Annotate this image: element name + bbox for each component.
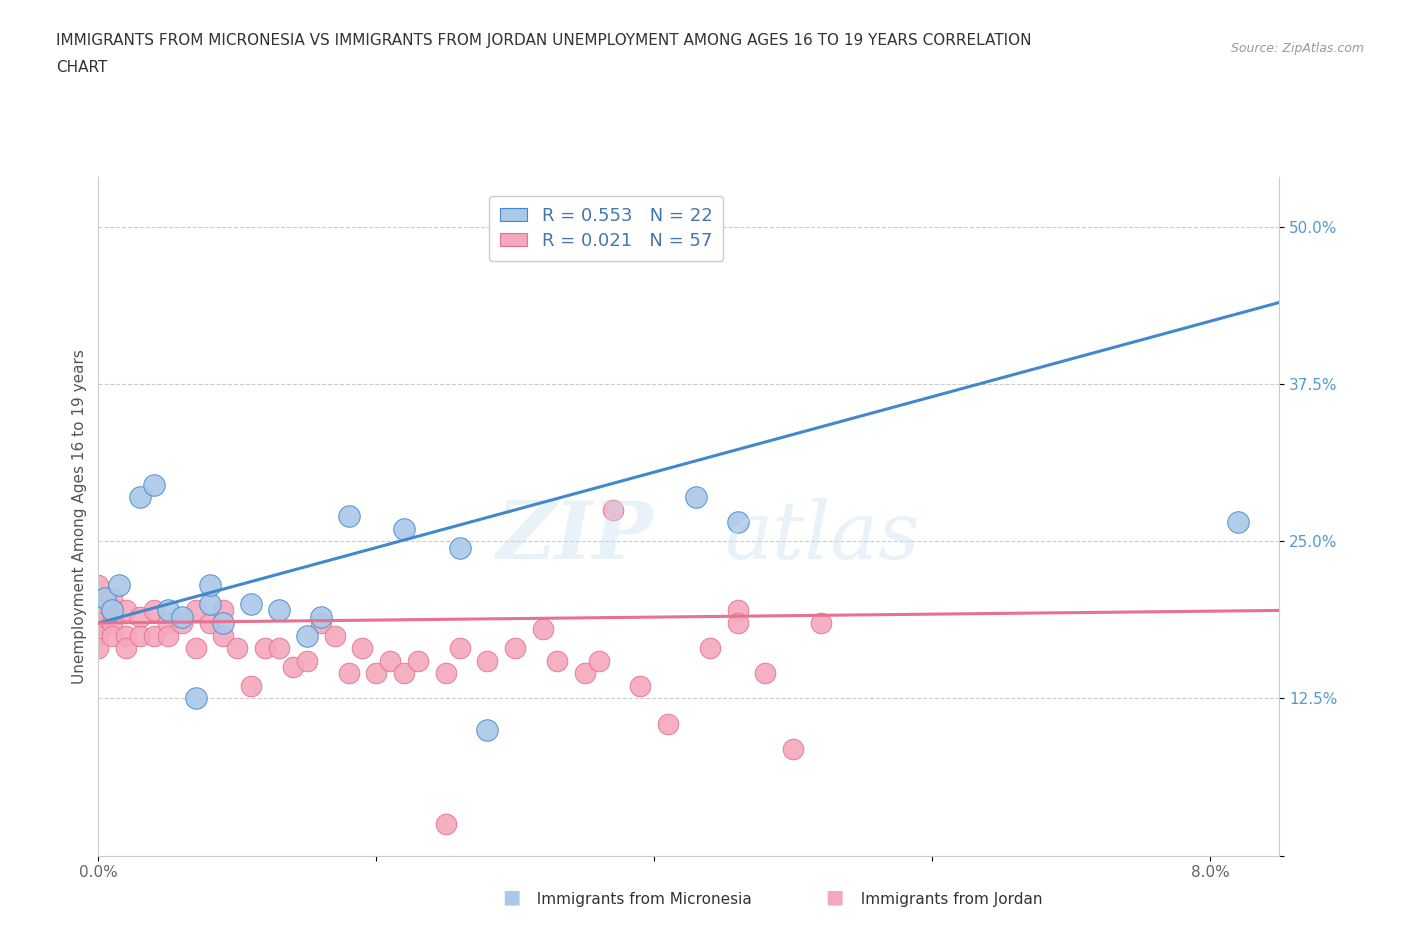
Point [212, 603, 235, 618]
Point [198, 578, 221, 592]
Point [143, 603, 166, 618]
Point [434, 817, 457, 831]
Point [366, 666, 388, 681]
Point [685, 490, 707, 505]
Point [380, 653, 402, 668]
Text: ■: ■ [825, 888, 844, 907]
Point [810, 616, 832, 631]
Point [754, 666, 776, 681]
Point [87, 578, 110, 592]
Point [101, 603, 124, 618]
Point [143, 477, 166, 492]
Point [184, 691, 207, 706]
Point [129, 609, 152, 624]
Point [1226, 515, 1249, 530]
Point [782, 741, 804, 756]
Text: atlas: atlas [724, 498, 920, 576]
Point [115, 628, 138, 643]
Point [184, 603, 207, 618]
Point [477, 723, 499, 737]
Point [434, 666, 457, 681]
Point [240, 597, 263, 612]
Point [309, 616, 332, 631]
Point [94, 591, 117, 605]
Point [449, 641, 471, 656]
Point [87, 616, 110, 631]
Point [156, 616, 179, 631]
Point [699, 641, 721, 656]
Point [212, 616, 235, 631]
Point [602, 502, 624, 517]
Point [226, 641, 249, 656]
Point [87, 641, 110, 656]
Point [295, 628, 318, 643]
Point [143, 628, 166, 643]
Text: ZIP: ZIP [496, 498, 654, 576]
Point [240, 679, 263, 694]
Point [449, 540, 471, 555]
Point [115, 641, 138, 656]
Point [295, 653, 318, 668]
Point [727, 515, 749, 530]
Y-axis label: Unemployment Among Ages 16 to 19 years: Unemployment Among Ages 16 to 19 years [72, 349, 87, 684]
Point [198, 616, 221, 631]
Point [184, 641, 207, 656]
Point [727, 616, 749, 631]
Text: IMMIGRANTS FROM MICRONESIA VS IMMIGRANTS FROM JORDAN UNEMPLOYMENT AMONG AGES 16 : IMMIGRANTS FROM MICRONESIA VS IMMIGRANTS… [56, 33, 1032, 47]
Point [309, 609, 332, 624]
Point [352, 641, 374, 656]
Point [546, 653, 568, 668]
Point [87, 628, 110, 643]
Point [212, 628, 235, 643]
Point [170, 616, 193, 631]
Text: Immigrants from Jordan: Immigrants from Jordan [851, 892, 1042, 907]
Point [628, 679, 651, 694]
Point [254, 641, 277, 656]
Text: Immigrants from Micronesia: Immigrants from Micronesia [527, 892, 752, 907]
Text: ■: ■ [502, 888, 520, 907]
Point [267, 603, 290, 618]
Point [392, 522, 415, 537]
Point [129, 628, 152, 643]
Point [657, 716, 679, 731]
Point [156, 628, 179, 643]
Point [101, 616, 124, 631]
Point [198, 597, 221, 612]
Point [531, 622, 554, 637]
Point [101, 603, 124, 618]
Point [87, 603, 110, 618]
Text: Source: ZipAtlas.com: Source: ZipAtlas.com [1230, 42, 1364, 55]
Point [108, 578, 131, 592]
Text: CHART: CHART [56, 60, 108, 75]
Point [574, 666, 596, 681]
Point [101, 628, 124, 643]
Point [392, 666, 415, 681]
Legend: R = 0.553   N = 22, R = 0.021   N = 57: R = 0.553 N = 22, R = 0.021 N = 57 [489, 196, 723, 260]
Point [156, 603, 179, 618]
Point [129, 490, 152, 505]
Point [87, 597, 110, 612]
Point [323, 628, 346, 643]
Point [406, 653, 429, 668]
Point [588, 653, 610, 668]
Point [337, 666, 360, 681]
Point [281, 659, 304, 674]
Point [101, 591, 124, 605]
Point [267, 641, 290, 656]
Point [337, 509, 360, 524]
Point [477, 653, 499, 668]
Point [115, 603, 138, 618]
Point [503, 641, 526, 656]
Point [170, 609, 193, 624]
Point [727, 603, 749, 618]
